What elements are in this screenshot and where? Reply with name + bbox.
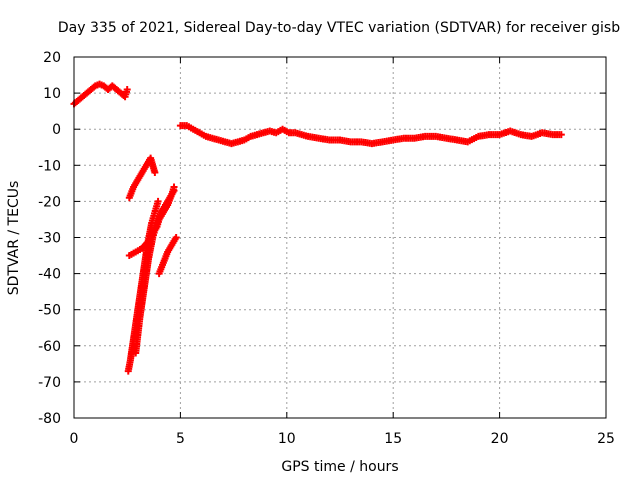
data-point: [557, 131, 565, 139]
x-tick-label: 25: [597, 431, 615, 447]
y-tick-label: 0: [52, 122, 61, 138]
y-tick-label: 20: [43, 50, 61, 66]
series-short-track: [155, 234, 180, 278]
data-point: [151, 169, 159, 177]
y-tick-label: -70: [38, 375, 61, 391]
y-tick-label: -30: [38, 231, 61, 247]
data-points: [70, 80, 565, 375]
y-tick-label: -20: [38, 194, 61, 210]
x-tick-label: 5: [176, 431, 185, 447]
y-tick-label: -10: [38, 158, 61, 174]
grid-lines: [74, 57, 606, 418]
data-point: [154, 197, 162, 205]
y-tick-label: -80: [38, 411, 61, 427]
series-after-5h: [176, 122, 565, 148]
y-tick-label: 10: [43, 86, 61, 102]
data-point: [123, 85, 131, 93]
x-tick-label: 10: [278, 431, 296, 447]
y-tick-label: -50: [38, 303, 61, 319]
x-axis-label: GPS time / hours: [281, 459, 398, 475]
series-early-high: [70, 80, 131, 108]
plot-frame: [73, 56, 607, 419]
series-mid-track: [125, 187, 178, 260]
x-tick-label: 0: [70, 431, 79, 447]
y-tick-label: -60: [38, 339, 61, 355]
x-tick-label: 20: [491, 431, 509, 447]
chart-title: Day 335 of 2021, Sidereal Day-to-day VTE…: [58, 20, 620, 36]
y-axis-label: SDTVAR / TECUs: [6, 181, 22, 296]
data-point: [170, 187, 178, 195]
y-tick-label: -40: [38, 267, 61, 283]
axis-ticks: 0 5 10 15 20 25 20 10 0 -10 -20 -30 -40 -50 -60 -70 -80: [38, 50, 615, 447]
series-upper-track: [125, 154, 159, 202]
data-point: [172, 234, 180, 241]
x-tick-label: 15: [384, 431, 402, 447]
